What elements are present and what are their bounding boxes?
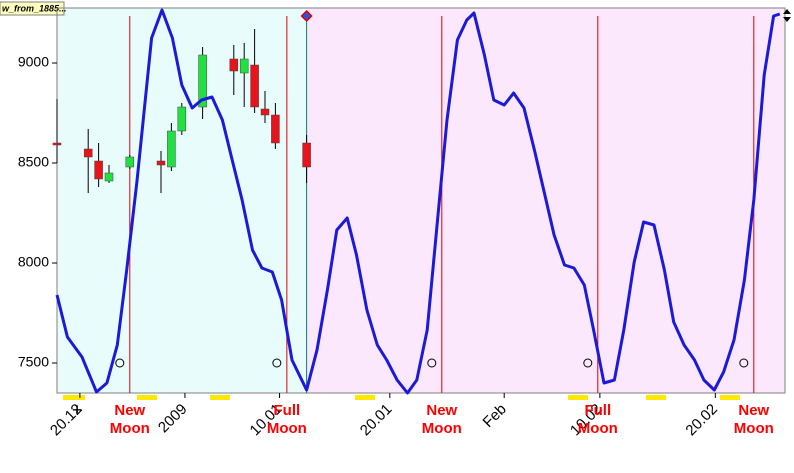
forecast-marker [300, 9, 313, 23]
candle-body [177, 106, 187, 132]
candle-body [94, 160, 103, 180]
moon-phase-label: Moon [734, 420, 774, 437]
moon-glyph [739, 358, 749, 368]
candle-body [302, 142, 311, 168]
moon-phase-label: Moon [578, 420, 618, 437]
period-marker [568, 395, 588, 400]
history-region [57, 8, 307, 393]
candle-body [83, 148, 93, 158]
period-markers [63, 395, 740, 400]
plot-border [56, 7, 786, 394]
period-marker [355, 395, 375, 400]
moon-glyph [115, 358, 125, 368]
candle-body [52, 142, 62, 146]
period-marker [63, 395, 85, 400]
crosshair-icon: + [72, 400, 83, 420]
y-tick-label: 7500 [18, 354, 49, 370]
candle-body [125, 156, 135, 168]
moon-glyph [272, 358, 282, 368]
moon-phase-label: Moon [422, 420, 462, 437]
plot-background [57, 8, 785, 393]
moon-phase-label: New [738, 402, 769, 419]
y-tick-label: 9000 [18, 54, 49, 70]
projection-line [55, 8, 781, 395]
moon-phase-label: New [114, 402, 145, 419]
candle-body [229, 58, 239, 72]
period-marker [720, 395, 740, 400]
candle-body [250, 64, 259, 108]
moon-glyph [583, 358, 593, 368]
moon-phase-label: Full [584, 402, 611, 419]
period-marker [210, 395, 230, 400]
candle-body [239, 58, 249, 74]
moon-phase-label: New [426, 402, 457, 419]
candle-body [260, 108, 270, 116]
scroll-arrows[interactable] [783, 9, 791, 22]
y-tick-label: 8500 [18, 154, 49, 170]
moon-phase-label: Moon [110, 420, 150, 437]
candle-body [167, 130, 176, 168]
moon-phase-label: Moon [267, 420, 307, 437]
moon-glyph [427, 358, 437, 368]
period-marker [646, 395, 666, 400]
moon-phase-label: Full [274, 402, 301, 419]
period-marker [137, 395, 157, 400]
tag: w_from_1885... [2, 3, 67, 13]
candle-body [156, 160, 166, 166]
candle-body [271, 114, 280, 144]
y-tick-label: 8000 [18, 254, 49, 270]
candle-body [104, 172, 114, 182]
candle-body [198, 54, 207, 108]
